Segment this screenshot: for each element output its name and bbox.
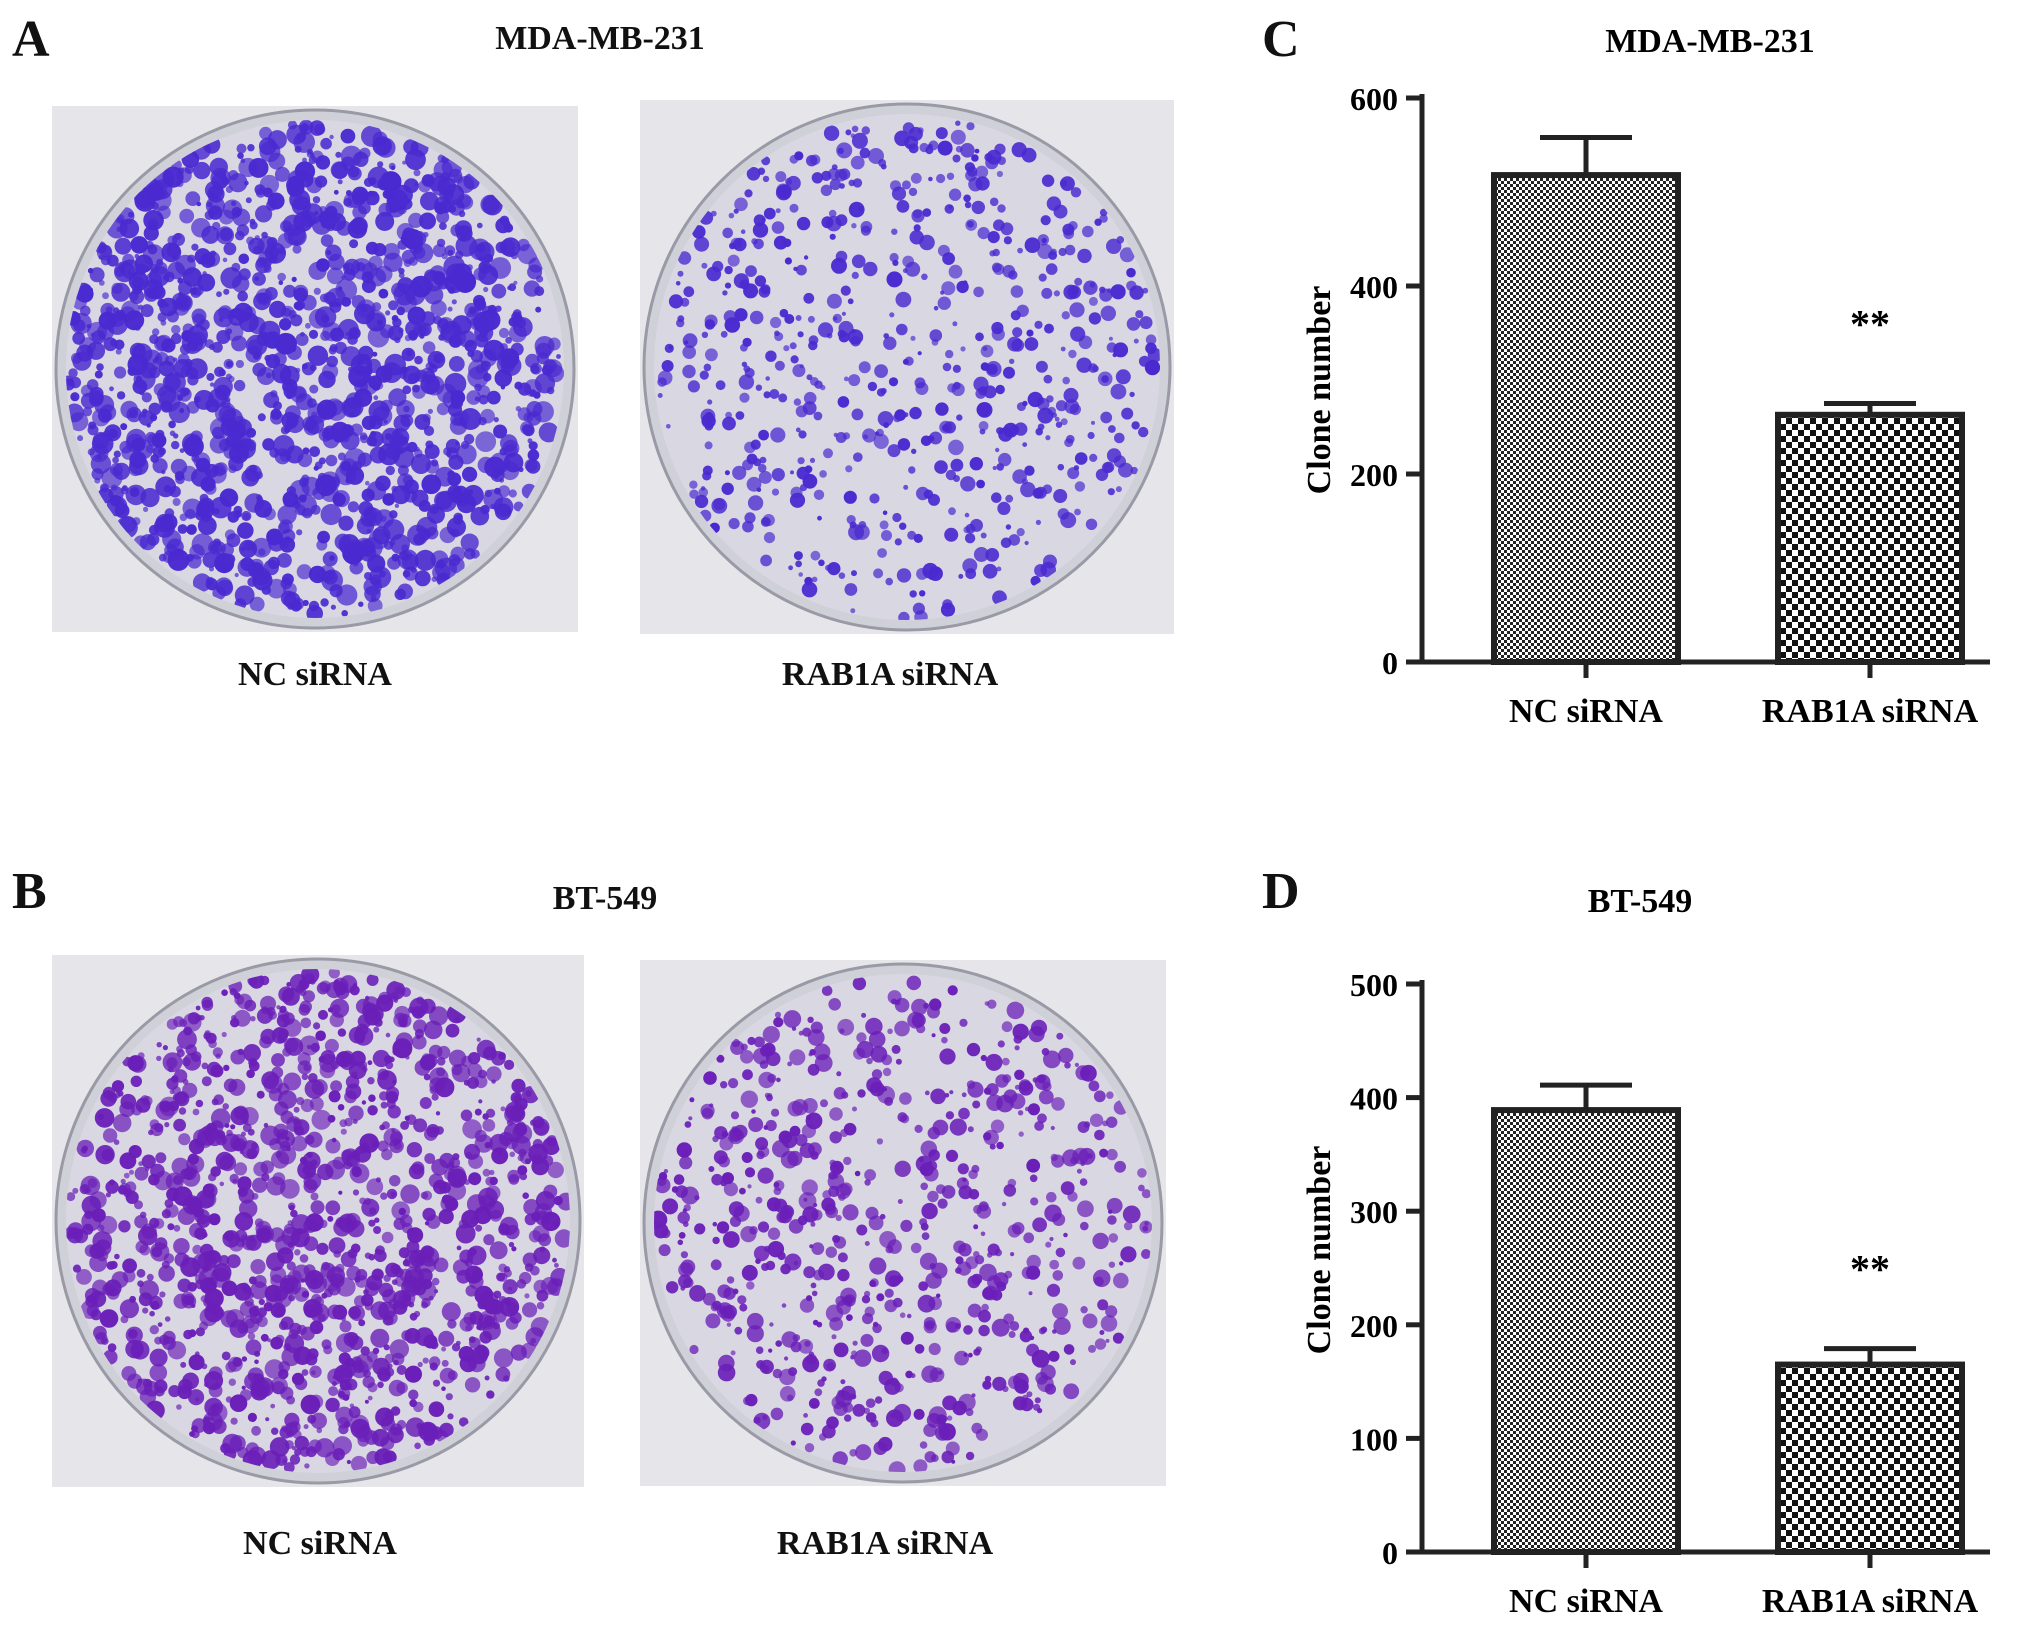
- y-tick-label: 400: [1350, 1081, 1398, 1117]
- x-tick-label: NC siRNA: [1509, 693, 1663, 730]
- significance-label: **: [1850, 1247, 1890, 1292]
- chart-c-title: MDA-MB-231: [1605, 23, 1815, 60]
- y-tick-label: 300: [1350, 1194, 1398, 1230]
- chart-d-title: BT-549: [1588, 883, 1693, 920]
- panel-letter-a: A: [12, 11, 50, 68]
- panel-letter-c: C: [1262, 11, 1300, 68]
- y-tick-label: 0: [1382, 645, 1398, 681]
- y-tick-label: 100: [1350, 1421, 1398, 1457]
- bar-chart-d: BT-549 Clone number 0 100 200 300 400 500 NC s…: [1301, 883, 1990, 1620]
- significance-label: **: [1850, 302, 1890, 347]
- panel-a-title: MDA-MB-231: [495, 20, 705, 57]
- colony-dish-a-rab1a: [640, 100, 1174, 634]
- panel-a-left-caption: NC siRNA: [238, 656, 392, 693]
- y-tick-label: 600: [1350, 81, 1398, 117]
- chart-d-ylabel: Clone number: [1301, 1146, 1338, 1355]
- chart-d-plot: 0 100 200 300 400 500 NC siRNA RAB1A siRNA **: [1350, 967, 1990, 1620]
- panel-letter-d: D: [1262, 863, 1300, 920]
- chart-c-plot: 0 200 400 600 NC siRNA RAB1A siRNA **: [1350, 81, 1990, 730]
- bar-1: [1491, 1107, 1681, 1555]
- colonies: [654, 975, 1152, 1472]
- y-tick-label: 200: [1350, 1308, 1398, 1344]
- colony-dish-a-nc: [52, 106, 578, 632]
- panel-b-title: BT-549: [552, 880, 658, 917]
- y-tick-label: 0: [1382, 1535, 1398, 1571]
- bar-2: [1775, 411, 1965, 665]
- panel-a-right-caption: RAB1A siRNA: [781, 656, 999, 693]
- y-tick-label: 500: [1350, 967, 1398, 1003]
- panel-letter-b: B: [12, 863, 47, 920]
- panel-b-left-caption: NC siRNA: [243, 1525, 397, 1562]
- x-tick-label: RAB1A siRNA: [1762, 693, 1979, 730]
- colonies: [657, 120, 1160, 620]
- bar-chart-c: MDA-MB-231 Clone number 0 200 400 600 NC siR…: [1301, 23, 1990, 730]
- bar-1: [1491, 172, 1681, 666]
- x-tick-label: NC siRNA: [1509, 1583, 1663, 1620]
- colonies: [66, 120, 564, 618]
- colony-dish-b-rab1a: [640, 960, 1166, 1486]
- bar-2: [1775, 1361, 1965, 1555]
- colonies: [66, 969, 570, 1473]
- chart-c-ylabel: Clone number: [1301, 286, 1338, 495]
- x-tick-label: RAB1A siRNA: [1762, 1583, 1979, 1620]
- y-tick-label: 200: [1350, 457, 1398, 493]
- colony-dish-b-nc: [52, 955, 584, 1487]
- panel-b-right-caption: RAB1A siRNA: [776, 1525, 994, 1562]
- y-tick-label: 400: [1350, 269, 1398, 305]
